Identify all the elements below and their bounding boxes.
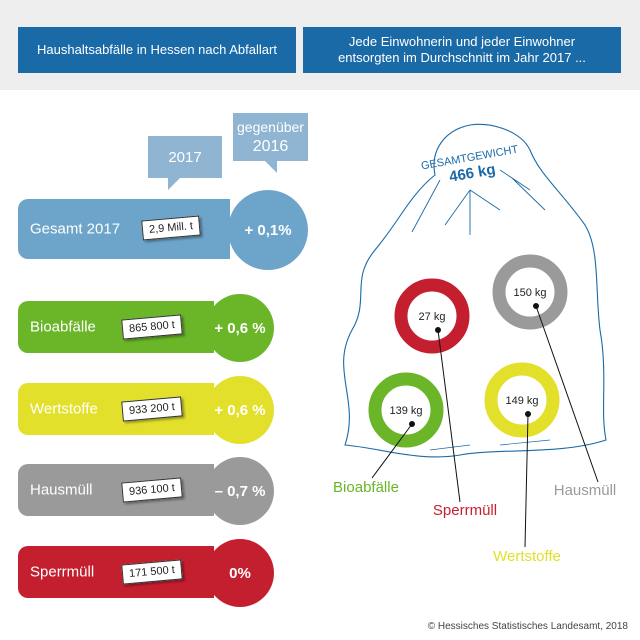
category-label-wertstoffe: Wertstoffe [493,548,561,565]
comparison-bubble: gegenüber 2016 [233,113,308,173]
year-bubble: 2017 [148,136,222,190]
row-gesamt-change: + 0,1% [228,190,308,270]
row-gesamt: Gesamt 2017 2,9 Mill. t + 0,1% [18,190,310,270]
row-sperrmuell-label: Sperrmüll [30,563,95,581]
donut-ring-sperrmuell [394,278,470,354]
row-sperrmuell-change-text: 0% [229,564,251,582]
row-wertstoffe: Wertstoffe 933 200 t + 0,6 % [18,376,280,444]
header-left-text: Haushaltsabfälle in Hessen nach Abfallar… [37,42,277,57]
bag-crease [429,439,551,451]
year-bubble-tail [168,178,180,190]
donut-ring-wertstoffe [484,362,560,438]
header-right-line2: entsorgten im Durchschnitt im Jahr 2017 … [338,50,586,65]
row-sperrmuell-bar: Sperrmüll [18,546,214,598]
donut-hausmuell: 150 kg Hausmüll [492,254,617,499]
donut-ring-hausmuell [492,254,568,330]
row-hausmuell-change: – 0,7 % [206,457,274,525]
row-wertstoffe-label: Wertstoffe [30,400,98,418]
category-label-sperrmuell: Sperrmüll [433,502,497,519]
row-gesamt-label: Gesamt 2017 [30,220,121,238]
row-bioabfaelle-change: + 0,6 % [206,294,274,362]
row-gesamt-change-text: + 0,1% [244,221,292,239]
header-left: Haushaltsabfälle in Hessen nach Abfallar… [18,27,296,73]
donut-value-hausmuell: 150 kg [513,287,546,299]
comparison-bubble-line2: 2016 [252,138,289,155]
row-wertstoffe-change-text: + 0,6 % [214,401,266,419]
leader-line-wertstoffe [524,413,529,548]
row-sperrmuell: Sperrmüll 171 500 t 0% [18,539,280,607]
leader-line-bioabfaelle [371,423,413,479]
row-hausmuell-bar: Hausmüll [18,464,214,516]
category-label-bioabfaelle: Bioabfälle [333,479,399,496]
total-weight-label: GESAMTGEWICHT 466 kg [420,144,519,186]
donut-value-sperrmuell: 27 kg [419,311,446,323]
row-sperrmuell-change: 0% [206,539,274,607]
header-right-text: Jede Einwohnerin und jeder Einwohner ent… [338,34,586,66]
header-right: Jede Einwohnerin und jeder Einwohner ent… [303,27,621,73]
comparison-bubble-tail [265,161,277,173]
donut-value-bioabfaelle: 139 kg [389,405,422,417]
row-bioabfaelle-change-text: + 0,6 % [214,319,266,337]
row-hausmuell: Hausmüll 936 100 t – 0,7 % [18,457,280,525]
leader-line-sperrmuell [437,329,461,503]
row-bioabfaelle-bar: Bioabfälle [18,301,214,353]
row-wertstoffe-change: + 0,6 % [206,376,274,444]
donut-sperrmuell: 27 kg Sperrmüll [394,278,497,519]
donut-value-wertstoffe: 149 kg [505,395,538,407]
donut-ring-bioabfaelle [368,372,444,448]
garbage-bag-graphic: GESAMTGEWICHT 466 kg 27 kg Sperrmüll 150 k… [333,123,617,565]
donut-bioabfaelle: 139 kg Bioabfälle [333,372,444,496]
row-bioabfaelle-label: Bioabfälle [30,318,96,336]
header-right-line1: Jede Einwohnerin und jeder Einwohner [348,34,576,49]
row-hausmuell-change-text: – 0,7 % [214,482,266,500]
copyright-notice: © Hessisches Statistisches Landesamt, 20… [427,621,628,632]
row-bioabfaelle: Bioabfälle 865 800 t + 0,6 % [18,294,280,362]
donut-layer: 27 kg Sperrmüll 150 kg Hausmüll 139 kg Bioabf… [333,254,617,565]
year-bubble-text: 2017 [168,148,202,166]
bag-outline [343,123,607,458]
row-wertstoffe-bar: Wertstoffe [18,383,214,435]
comparison-bubble-line1: gegenüber [237,119,304,135]
row-hausmuell-label: Hausmüll [30,481,93,499]
bag-fold-lines [411,169,546,235]
donut-wertstoffe: 149 kg Wertstoffe [484,362,561,565]
leader-line-hausmuell [535,305,599,483]
category-label-hausmuell: Hausmüll [554,482,617,499]
